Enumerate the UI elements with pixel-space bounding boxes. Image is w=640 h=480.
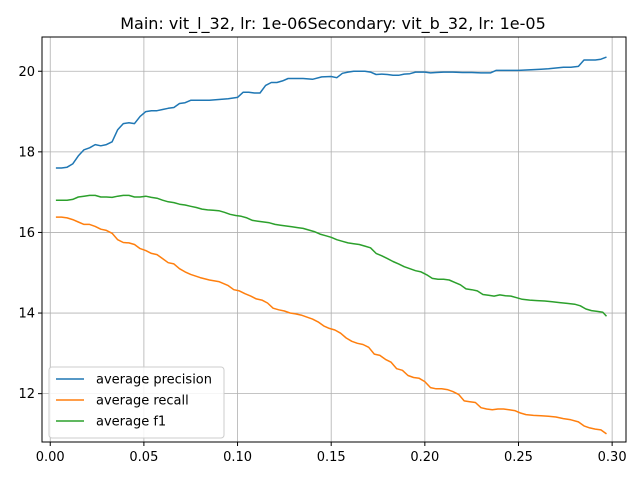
legend: average precision average recall average f… [48, 366, 225, 439]
grid-lines [42, 37, 626, 442]
x-tick-label: 0.10 [223, 450, 252, 465]
x-tick-label: 0.30 [598, 450, 627, 465]
y-tick-label: 20 [18, 65, 35, 80]
series-lines [55, 56, 608, 435]
x-tick-label: 0.05 [129, 450, 158, 465]
legend-label: average recall [96, 394, 189, 409]
series-line-average-precision [55, 56, 607, 169]
x-tick-label: 0.25 [504, 450, 533, 465]
x-tick-label: 0.15 [317, 450, 346, 465]
axes-frame [41, 36, 627, 443]
legend-label: average f1 [96, 415, 166, 430]
series-line-average-recall [55, 216, 607, 435]
legend-label: average precision [96, 373, 212, 388]
x-axis-ticks: 0.00 0.05 0.10 0.15 0.20 0.25 0.30 [36, 442, 627, 465]
chart-title: Main: vit_l_32, lr: 1e-06Secondary: vit_… [120, 14, 546, 34]
x-tick-label: 0.20 [410, 450, 439, 465]
y-tick-label: 18 [18, 145, 35, 160]
x-tick-label: 0.00 [36, 450, 65, 465]
y-tick-label: 16 [18, 226, 35, 241]
y-axis-ticks: 12 14 16 18 20 [18, 65, 42, 402]
legend-box [48, 366, 225, 439]
series-line-average-f1 [55, 194, 608, 317]
y-tick-label: 12 [18, 387, 35, 402]
y-tick-label: 14 [18, 307, 35, 322]
